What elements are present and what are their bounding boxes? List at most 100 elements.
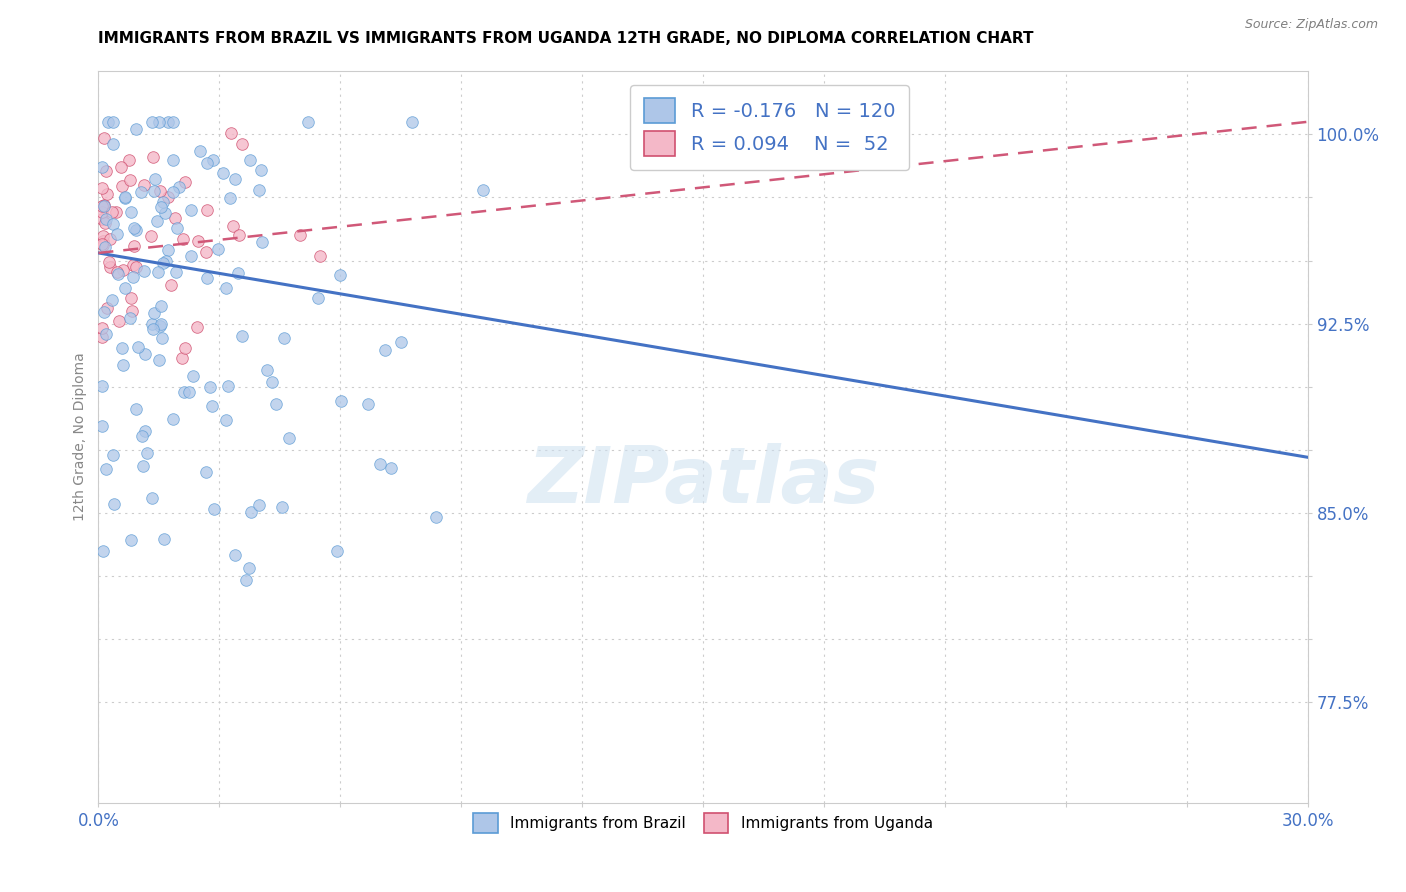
Point [162,185,184,199]
Point [148,265,170,279]
Point [153,533,176,547]
Point [110,341,132,355]
Point [98,231,121,245]
Point [148,115,170,129]
Point [195,465,218,479]
Point [91,330,114,344]
Point [118,311,141,326]
Point [174,175,197,189]
Point [239,153,262,167]
Point [121,258,143,272]
Point [141,115,163,129]
Point [226,266,249,280]
Point [165,264,187,278]
Point [111,178,134,193]
Point [124,239,146,253]
Point [264,397,287,411]
Point [121,303,143,318]
Point [187,235,209,249]
Point [217,379,239,393]
Point [97,115,120,129]
Point [155,206,177,220]
Point [94,240,117,254]
Point [172,351,194,366]
Point [329,393,352,408]
Point [101,115,124,129]
Point [401,115,423,129]
Point [114,191,136,205]
Point [97,255,120,269]
Point [125,260,148,275]
Point [124,122,146,136]
Point [357,397,380,411]
Point [218,191,240,205]
Point [149,318,172,333]
Point [380,461,402,475]
Point [91,236,114,251]
Point [105,227,128,241]
Point [101,293,124,308]
Point [215,281,238,295]
Point [252,235,274,249]
Point [111,263,134,277]
Point [91,212,114,227]
Point [104,205,127,219]
Point [277,431,299,445]
Point [96,187,118,202]
Point [162,412,184,426]
Point [101,136,124,151]
Point [389,335,412,350]
Point [114,281,136,295]
Text: Source: ZipAtlas.com: Source: ZipAtlas.com [1244,18,1378,31]
Point [425,510,447,524]
Point [166,221,188,235]
Point [235,574,257,588]
Point [101,218,124,232]
Point [91,205,114,219]
Point [172,232,194,246]
Point [273,331,295,345]
Point [150,299,173,313]
Point [195,156,218,170]
Point [247,498,270,512]
Point [157,243,180,257]
Point [247,182,270,196]
Point [93,198,115,212]
Point [215,413,238,427]
Point [231,329,253,343]
Point [124,402,146,417]
Point [93,305,115,319]
Point [93,131,115,145]
Point [107,267,129,281]
Point [91,320,114,334]
Point [201,153,224,167]
Point [288,228,311,243]
Point [222,219,245,233]
Point [93,215,115,229]
Point [135,445,157,459]
Point [111,359,134,373]
Point [195,202,218,217]
Point [132,459,155,474]
Point [96,163,118,178]
Point [201,399,224,413]
Point [162,153,184,168]
Point [207,243,229,257]
Point [177,384,200,399]
Point [224,549,246,563]
Point [94,327,117,342]
Point [270,500,292,514]
Point [131,429,153,443]
Point [159,277,181,292]
Point [107,314,129,328]
Point [370,458,392,472]
Point [91,160,114,174]
Point [91,419,114,434]
Y-axis label: 12th Grade, No Diploma: 12th Grade, No Diploma [73,352,87,522]
Point [150,201,173,215]
Point [167,180,190,194]
Point [152,195,174,210]
Point [141,229,163,244]
Point [250,163,273,178]
Point [93,199,115,213]
